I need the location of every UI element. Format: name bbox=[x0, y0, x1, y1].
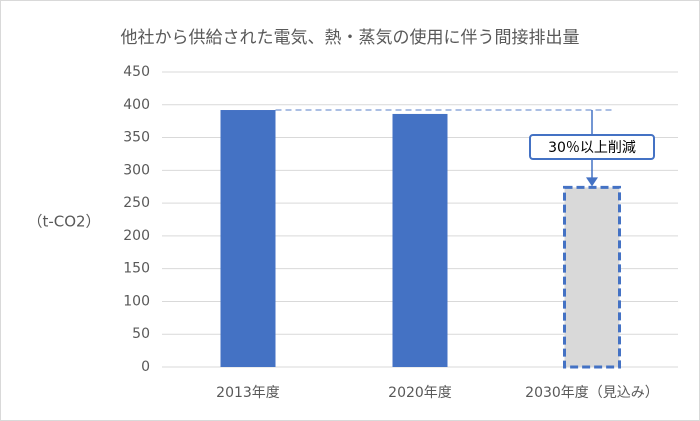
y-axis-label: （t-CO2） bbox=[27, 213, 100, 231]
y-tick-label: 400 bbox=[123, 97, 150, 113]
y-tick-label: 350 bbox=[123, 130, 150, 146]
y-tick-label: 0 bbox=[141, 359, 150, 375]
y-tick-label: 200 bbox=[123, 228, 150, 244]
y-tick-label: 50 bbox=[132, 326, 150, 342]
bar bbox=[392, 113, 448, 367]
y-tick-label: 450 bbox=[123, 64, 150, 80]
x-tick-label: 2013年度 bbox=[216, 385, 280, 401]
y-tick-label: 150 bbox=[123, 261, 150, 277]
x-tick-label: 2030年度（見込み） bbox=[525, 385, 659, 401]
bar bbox=[563, 185, 621, 369]
y-tick-label: 100 bbox=[123, 293, 150, 309]
chart-title: 他社から供給された電気、熱・蒸気の使用に伴う間接排出量 bbox=[121, 27, 580, 48]
annotation: 30％以上削減 bbox=[548, 139, 636, 156]
callout-arrowhead bbox=[586, 177, 598, 187]
y-tick-label: 250 bbox=[123, 195, 150, 211]
x-tick-label: 2020年度 bbox=[388, 385, 452, 401]
y-tick-label: 300 bbox=[123, 162, 150, 178]
bar bbox=[220, 110, 276, 368]
